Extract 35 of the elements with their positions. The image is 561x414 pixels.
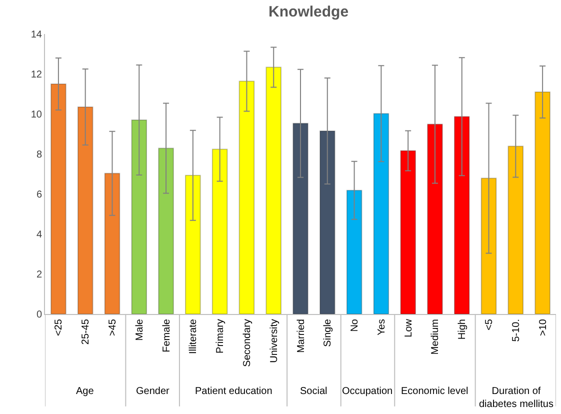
text: Age — [76, 386, 94, 397]
x-tick-label: 5-10. — [510, 319, 522, 342]
y-tick-label: 6 — [36, 190, 42, 200]
y-tick-label: 12 — [30, 70, 42, 80]
x-tick-label: Married — [296, 319, 307, 353]
x-tick-label: Secondary — [242, 319, 253, 367]
text: Economic level — [401, 386, 468, 397]
x-tick-label: Male — [134, 318, 146, 341]
y-tick-label: 4 — [36, 230, 42, 240]
x-tick-label: <5 — [484, 318, 496, 330]
text: Occupation — [342, 386, 393, 397]
x-tick-label: Female — [161, 318, 172, 352]
x-tick-label: >10 — [538, 318, 549, 336]
x-tick-label: <25 — [54, 318, 65, 336]
text: Duration of diabetes mellitus — [479, 386, 554, 410]
x-tick-label: Low — [403, 318, 414, 338]
y-tick-label: 0 — [36, 310, 42, 320]
x-tick-label: Medium — [430, 319, 442, 355]
y-tick-label: 8 — [36, 150, 42, 160]
x-tick-label: Illiterate — [188, 318, 200, 354]
x-tick-label: 25-45 — [80, 318, 92, 345]
text: Patient education — [195, 386, 272, 397]
x-tick-label: Yes — [376, 319, 388, 336]
x-tick-label: Single — [322, 318, 334, 347]
x-tick-label: No — [350, 318, 361, 332]
x-tick-label: University — [268, 319, 280, 363]
x-tick-label: >45 — [107, 318, 118, 336]
chart-title: Knowledge — [268, 4, 349, 21]
x-tick-label: High — [457, 319, 468, 340]
y-tick-label: 14 — [30, 30, 42, 40]
y-tick-label: 2 — [36, 270, 42, 280]
text: Gender — [136, 386, 170, 397]
text: Social — [300, 386, 328, 397]
x-tick-label: Primary — [215, 319, 226, 354]
y-tick-label: 10 — [30, 110, 42, 120]
